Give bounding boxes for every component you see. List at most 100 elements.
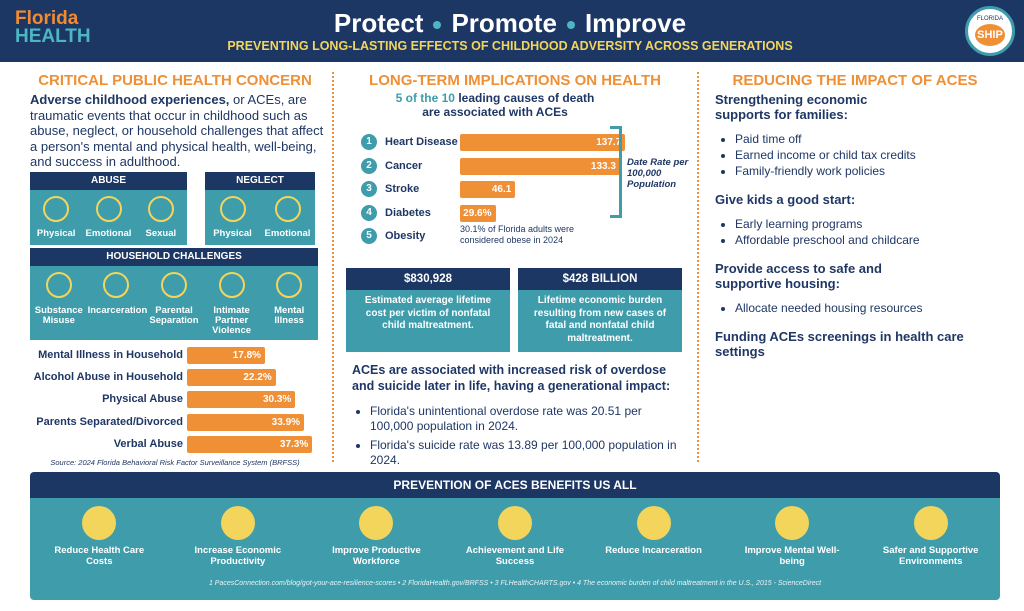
group-icon: [103, 272, 130, 298]
bar: 29.6%: [460, 204, 496, 222]
cause-name: Stroke: [385, 183, 420, 195]
rank: 4: [361, 204, 377, 221]
benefits-panel: Reduce Health Care Costs Increase Economi…: [30, 498, 1000, 600]
bullet: Florida's unintentional overdose rate wa…: [370, 404, 687, 434]
cause-name: Obesity: [385, 230, 426, 242]
logo-bottom: HEALTH: [15, 26, 91, 47]
rank: 2: [361, 157, 377, 174]
value-label: 17.8%: [232, 350, 262, 361]
risk-text: ACEs are associated with increased risk …: [352, 363, 671, 393]
bar-label: Mental Illness in Household: [38, 349, 183, 361]
value-label: 33.9%: [271, 416, 301, 428]
bar: 22.2%: [187, 369, 276, 387]
benefit-label: Safer and Supportive Environments: [882, 545, 979, 567]
group-icon: [43, 196, 70, 222]
group-title: NEGLECT: [205, 172, 315, 190]
group-item: Sexual: [145, 228, 177, 239]
benefit-label: Increase Economic Productivity: [194, 545, 282, 567]
title-part: Promote: [451, 8, 557, 38]
highlight: 5 of the 10: [395, 91, 455, 105]
bullet: Family-friendly work policies: [735, 164, 995, 178]
badge: FLORIDA SHIP: [965, 6, 1015, 56]
bullets: Florida's unintentional overdose rate wa…: [352, 404, 687, 472]
group-icon: [161, 272, 187, 298]
group-title: ABUSE: [30, 172, 187, 190]
rank: 3: [361, 181, 377, 197]
bullet: Affordable preschool and childcare: [735, 233, 995, 247]
group-title: HOUSEHOLD CHALLENGES: [30, 248, 318, 266]
stat-value: $830,928: [346, 268, 510, 290]
bar: 46.1: [460, 181, 516, 198]
section-title: Provide access to safe and supportive ho…: [715, 261, 882, 291]
heading: LONG-TERM IMPLICATIONS ON HEALTH: [369, 72, 661, 89]
cause-name: Heart Disease: [385, 136, 458, 148]
intro-bold: Adverse childhood experiences,: [30, 92, 230, 107]
cause-name: Cancer: [385, 159, 423, 172]
group-icon: [147, 196, 174, 222]
section-title: Strengthening economic supports for fami…: [715, 92, 868, 122]
subtitle: PREVENTING LONG-LASTING EFFECTS OF CHILD…: [227, 39, 793, 53]
badge-text: SHIP: [975, 24, 1005, 46]
benefit-icon: [220, 506, 255, 540]
stat-text: Lifetime economic burden resulting from …: [533, 295, 667, 344]
benefit-icon: [498, 506, 532, 540]
right-sections: Strengthening economic supports for fami…: [715, 92, 995, 369]
heading: REDUCING THE IMPACT OF ACES: [732, 72, 978, 89]
value-label: 133.3: [590, 160, 616, 172]
divider: [332, 72, 334, 462]
bar: 137.7: [460, 134, 626, 151]
group-icon: [274, 196, 301, 222]
group-item: Mental Illness: [274, 305, 305, 326]
group-box: HOUSEHOLD CHALLENGES Substance Misuse Inca…: [30, 248, 318, 340]
heading: CRITICAL PUBLIC HEALTH CONCERN: [38, 72, 312, 89]
bar-label: Parents Separated/Divorced: [36, 415, 183, 428]
title: Protect Promote Improve: [250, 8, 770, 39]
group-box: NEGLECT Physical Emotional: [205, 172, 315, 245]
bullet: Early learning programs: [735, 217, 995, 231]
rank: 5: [361, 228, 377, 244]
group-item: Substance Misuse: [34, 305, 83, 326]
badge-top: FLORIDA: [976, 16, 1003, 22]
group-icon: [276, 272, 303, 298]
bullet: Paid time off: [735, 132, 995, 146]
logo: Florida HEALTH: [15, 8, 91, 47]
bar: 33.9%: [187, 413, 305, 431]
logo-top: Florida: [15, 8, 79, 29]
group-item: Parental Separation: [149, 305, 199, 326]
bracket-label: Date Rate per 100,000 Population: [627, 157, 689, 190]
group-item: Incarceration: [87, 305, 148, 316]
title-part: Improve: [584, 8, 687, 38]
stat-text: Estimated average lifetime cost per vict…: [364, 295, 492, 331]
bullet: Florida's suicide rate was 13.89 per 100…: [370, 438, 687, 468]
group-item: Physical: [36, 228, 76, 239]
section-title: Give kids a good start:: [715, 192, 856, 207]
benefit-label: Achievement and Life Success: [465, 545, 565, 567]
group-item: Intimate Partner Violence: [212, 305, 252, 336]
benefit-icon: [775, 506, 810, 540]
value-label: 137.7: [596, 137, 622, 148]
bracket: [610, 126, 622, 218]
divider: [697, 72, 699, 462]
bullets: Paid time off Earned income or child tax …: [715, 132, 995, 178]
bottom-title: PREVENTION OF ACES BENEFITS US ALL: [30, 472, 1000, 498]
bar: 30.3%: [187, 391, 296, 409]
title-part: Protect: [333, 8, 424, 38]
cause-note: 30.1% of Florida adults were considered …: [460, 224, 575, 245]
group-item: Physical: [213, 228, 252, 239]
section-title: Funding ACEs screenings in health care s…: [715, 329, 964, 359]
footnote: 1 PacesConnection.com/blog/got-your-ace-…: [208, 580, 822, 587]
header: [0, 0, 1024, 62]
bar-label: Alcohol Abuse in Household: [33, 371, 183, 384]
benefit-icon: [636, 506, 671, 540]
bullets: Allocate needed housing resources: [715, 301, 995, 315]
bar: 17.8%: [187, 347, 266, 364]
bullets: Early learning programs Affordable presch…: [715, 217, 995, 247]
bullet: Allocate needed housing resources: [735, 301, 995, 315]
intro-text: or ACEs, are traumatic events that occur…: [30, 92, 324, 169]
causes-subtitle: 5 of the 10 leading causes of death are …: [385, 91, 605, 119]
value-label: 22.2%: [243, 372, 272, 384]
stat-box: $830,928 Estimated average lifetime cost …: [346, 268, 510, 352]
benefit-icon: [913, 506, 948, 540]
value-label: 46.1: [491, 184, 512, 195]
